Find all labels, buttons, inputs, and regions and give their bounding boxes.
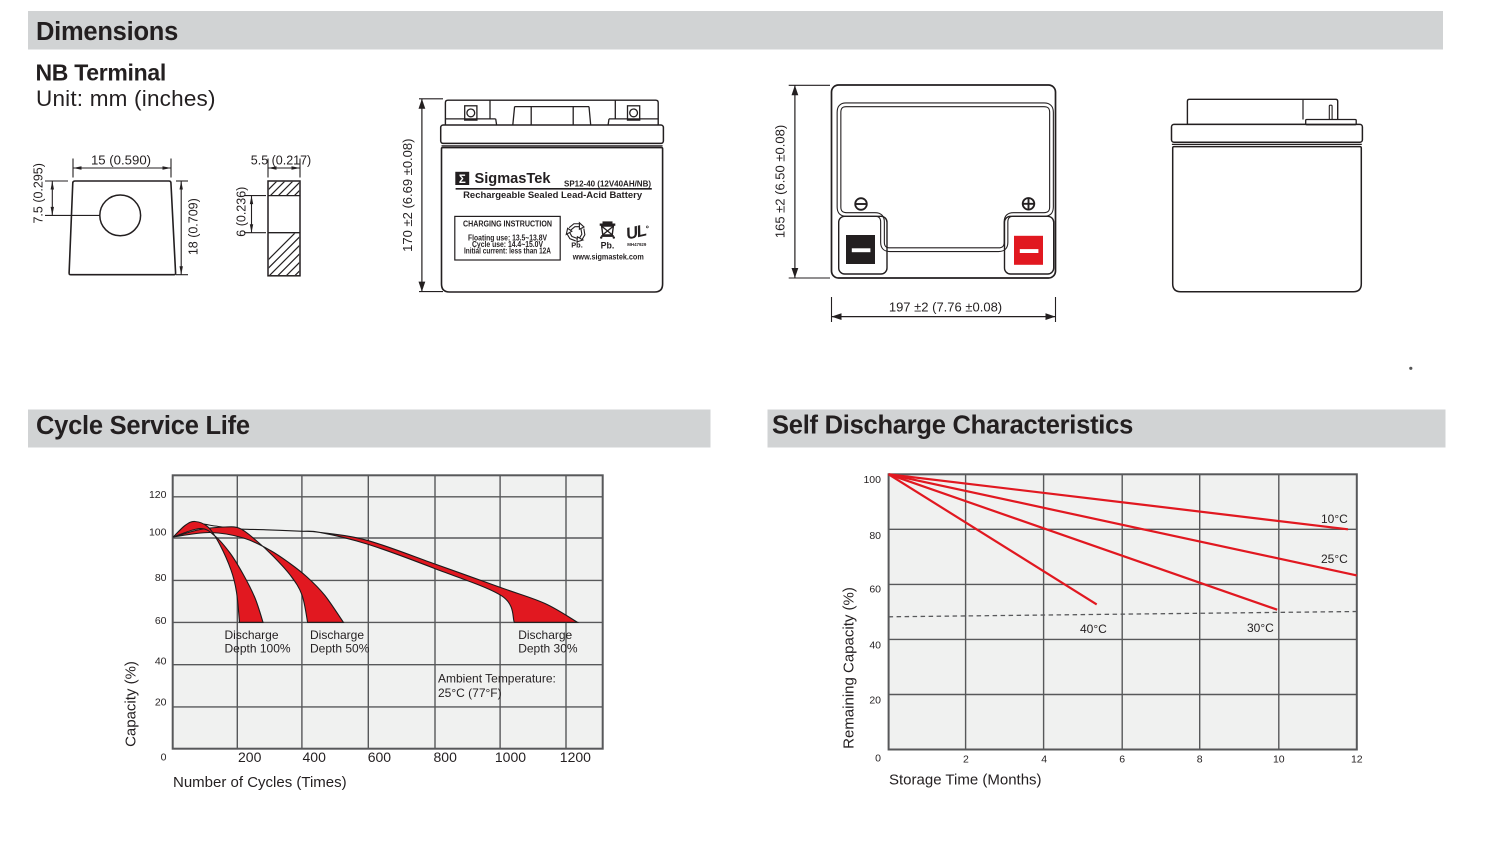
svg-text:Capacity (%): Capacity (%) [123,661,140,747]
svg-text:SP12-40 (12V40AH/NB): SP12-40 (12V40AH/NB) [564,178,651,188]
svg-text:60: 60 [155,615,167,627]
svg-text:40: 40 [869,639,881,651]
svg-text:60: 60 [869,584,881,596]
svg-text:Unit: mm (inches): Unit: mm (inches) [36,86,216,111]
svg-text:2: 2 [963,754,969,766]
svg-text:Pb.: Pb. [571,240,583,249]
svg-text:120: 120 [149,489,167,501]
svg-text:5.5 (0.217): 5.5 (0.217) [251,154,311,168]
svg-text:15 (0.590): 15 (0.590) [91,153,151,168]
svg-text:80: 80 [155,572,167,584]
svg-text:25°C: 25°C [1321,552,1348,566]
svg-text:20: 20 [869,694,881,706]
svg-text:CHARGING INSTRUCTION: CHARGING INSTRUCTION [463,219,552,228]
svg-text:Depth 30%: Depth 30% [518,641,578,655]
svg-text:6: 6 [1119,754,1125,766]
svg-text:20: 20 [155,697,167,709]
svg-text:12: 12 [1351,754,1363,766]
svg-text:25°C (77°F): 25°C (77°F) [438,686,502,700]
svg-text:www.sigmastek.com: www.sigmastek.com [572,251,644,261]
svg-text:Remaining Capacity (%): Remaining Capacity (%) [841,587,858,749]
svg-text:8: 8 [1197,754,1203,766]
svg-text:30°C: 30°C [1247,621,1274,635]
svg-text:UL: UL [624,222,648,244]
svg-text:NB Terminal: NB Terminal [36,60,166,86]
svg-text:Ambient Temperature:: Ambient Temperature: [438,671,556,685]
svg-text:Cycle use: 14.4~15.0V: Cycle use: 14.4~15.0V [472,240,544,249]
svg-text:800: 800 [434,749,458,765]
svg-text:Dimensions: Dimensions [36,18,178,46]
svg-text:MH47929: MH47929 [627,242,647,247]
svg-text:100: 100 [863,474,881,486]
svg-text:197 ±2 (7.76 ±0.08): 197 ±2 (7.76 ±0.08) [889,300,1002,315]
svg-text:100: 100 [149,527,167,539]
svg-text:Storage Time (Months): Storage Time (Months) [889,772,1042,789]
svg-text:1200: 1200 [560,749,591,765]
svg-text:Depth 100%: Depth 100% [225,641,291,655]
svg-text:Self Discharge Characteristics: Self Discharge Characteristics [772,412,1133,440]
svg-text:10: 10 [1273,754,1285,766]
svg-text:Σ: Σ [459,174,466,186]
svg-text:6 (0.236): 6 (0.236) [235,187,249,237]
svg-text:18 (0.709): 18 (0.709) [186,198,200,255]
svg-text:7.5 (0.295): 7.5 (0.295) [31,163,45,223]
svg-text:40°C: 40°C [1080,622,1107,636]
svg-text:Cycle Service Life: Cycle Service Life [36,412,250,440]
svg-text:400: 400 [303,749,327,765]
svg-text:600: 600 [368,749,392,765]
svg-text:0: 0 [875,753,881,765]
svg-text:Pb.: Pb. [601,240,615,250]
svg-text:80: 80 [869,530,881,542]
svg-text:Discharge: Discharge [518,628,572,642]
svg-text:Rechargeable Sealed Lead-Acid: Rechargeable Sealed Lead-Acid Battery [463,190,642,200]
svg-text:200: 200 [238,749,262,765]
svg-text:4: 4 [1041,754,1047,766]
svg-text:Initial current: less than 12A: Initial current: less than 12A [464,247,551,256]
svg-text:170 ±2 (6.69 ±0.08): 170 ±2 (6.69 ±0.08) [400,139,415,252]
svg-text:0: 0 [161,752,167,764]
svg-text:10°C: 10°C [1321,512,1348,526]
svg-text:Number of Cycles (Times): Number of Cycles (Times) [173,774,347,791]
svg-text:Discharge: Discharge [225,628,279,642]
svg-text:165 ±2 (6.50 ±0.08): 165 ±2 (6.50 ±0.08) [772,125,787,238]
svg-text:Discharge: Discharge [310,628,364,642]
svg-text:Floating use: 13.5~13.8V: Floating use: 13.5~13.8V [468,233,548,242]
svg-text:SigmasTek: SigmasTek [475,171,552,187]
svg-text:40: 40 [155,656,167,668]
svg-text:1000: 1000 [495,749,526,765]
svg-text:Depth 50%: Depth 50% [310,641,370,655]
